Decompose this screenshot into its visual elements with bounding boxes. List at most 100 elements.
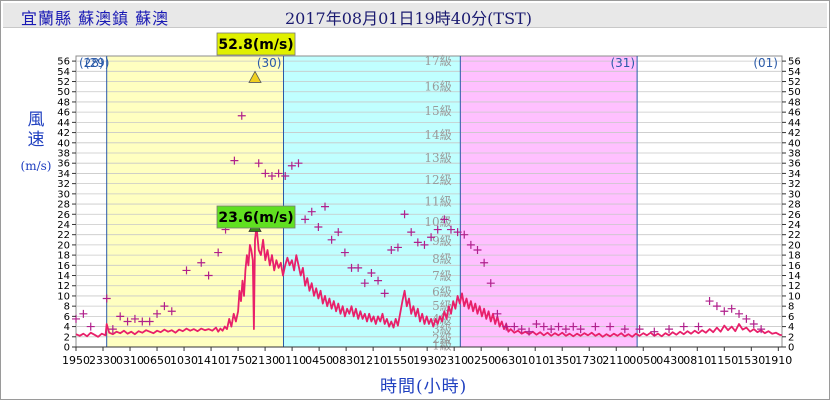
gust-point: [705, 297, 714, 306]
y-tick-label-right: 30: [788, 189, 801, 200]
gust-point: [287, 161, 296, 170]
day-band: [460, 56, 638, 347]
x-tick-label: 1350: [548, 354, 576, 367]
y-tick-label-right: 46: [788, 108, 801, 119]
y-tick-label: 26: [57, 210, 70, 221]
y-axis-right: 0246810121416182022242628303234363840424…: [782, 57, 801, 354]
day-label: (01): [753, 56, 778, 70]
gust-point: [214, 248, 223, 257]
y-tick-label: 2: [64, 332, 70, 343]
y-tick-label-right: 56: [788, 57, 801, 68]
max-gust-label: 52.8(m/s): [218, 37, 293, 53]
y-axis-left: 0246810121416182022242628303234363840424…: [57, 57, 76, 354]
x-tick-label: 0050: [629, 354, 657, 367]
x-tick-label: 2310: [440, 354, 468, 367]
x-tick-label: 1730: [575, 354, 603, 367]
gust-point: [510, 322, 519, 331]
gust-point: [539, 322, 548, 331]
x-axis: 1950 2330 0310 0650 1030 1410 1750 2130 0110 0450…: [62, 346, 792, 367]
title-bar: 宜蘭縣 蘇澳鎮 蘇澳 2017年08月01日19時40分(TST): [3, 3, 827, 28]
beaufort-label: 9級: [432, 234, 452, 248]
day-labels: (28)(29) (30) (31) (01): [79, 56, 778, 70]
gust-point: [327, 235, 336, 244]
gust-point: [606, 322, 615, 331]
gust-point: [735, 309, 744, 318]
x-tick-label: 1930: [413, 354, 441, 367]
gust-point: [167, 307, 176, 316]
x-tick-label: 0110: [278, 354, 306, 367]
gust-point: [749, 320, 758, 329]
beaufort-label: 16級: [424, 80, 451, 94]
gust-point: [321, 202, 330, 211]
day-band: [283, 56, 461, 347]
gust-point: [204, 271, 213, 280]
y-tick-label-right: 20: [788, 240, 801, 251]
max-wind-label: 23.6(m/s): [218, 210, 293, 226]
gust-point: [569, 322, 578, 331]
beaufort-label: 5級: [432, 299, 452, 313]
gust-point: [665, 325, 674, 334]
gust-point: [433, 225, 442, 234]
gust-point: [650, 327, 659, 336]
y-axis-label: 風速 (m/s): [16, 110, 56, 176]
x-tick-label: 1550: [386, 354, 414, 367]
gust-point: [413, 238, 422, 247]
y-tick-label-right: 0: [788, 343, 794, 354]
gust-point: [367, 268, 376, 277]
gust-point: [727, 304, 736, 313]
y-tick-label: 40: [57, 138, 70, 149]
gust-point: [480, 258, 489, 267]
y-tick-label-right: 26: [788, 210, 801, 221]
max-gust-marker: [248, 70, 262, 83]
y-tick-label-right: 44: [788, 118, 801, 129]
y-tick-label: 4: [64, 322, 70, 333]
gust-point: [460, 230, 469, 239]
y-tick-label-right: 10: [788, 291, 801, 302]
x-tick-label: 0650: [143, 354, 171, 367]
gust-point: [561, 325, 570, 334]
y-tick-label-right: 18: [788, 251, 801, 262]
gust-point: [79, 309, 88, 318]
wind-speed-line: [75, 225, 783, 338]
y-tick-label-right: 52: [788, 77, 801, 88]
gust-point: [354, 263, 363, 272]
y-tick-label: 32: [57, 179, 70, 190]
observation-time: 2017年08月01日19時40分(TST): [285, 9, 532, 28]
beaufort-label: 13級: [424, 151, 451, 165]
gust-point: [230, 156, 239, 165]
y-tick-label: 14: [57, 271, 70, 282]
gust-point: [620, 325, 629, 334]
y-tick-label-right: 50: [788, 87, 801, 98]
gust-point: [182, 266, 191, 275]
y-tick-label: 56: [57, 57, 70, 68]
gust-point: [440, 215, 449, 224]
gust-point: [387, 246, 396, 254]
gust-point: [237, 111, 246, 120]
y-tick-label-right: 8: [788, 302, 794, 313]
y-tick-label-right: 14: [788, 271, 801, 282]
y-tick-label-right: 12: [788, 281, 801, 292]
x-tick-label: 1030: [170, 354, 198, 367]
y-tick-label-right: 38: [788, 149, 801, 160]
gust-point: [712, 302, 721, 311]
beaufort-label: 3級: [432, 323, 452, 337]
y-tick-label: 24: [57, 220, 70, 231]
y-tick-label-right: 32: [788, 179, 801, 190]
gust-point: [400, 210, 409, 219]
y-tick-label-right: 28: [788, 200, 801, 211]
gust-point: [576, 325, 585, 334]
x-tick-label: 1210: [359, 354, 387, 367]
y-tick-label: 16: [57, 261, 70, 272]
gust-point: [108, 325, 117, 334]
x-tick-label: 1750: [224, 354, 252, 367]
gust-point: [493, 309, 502, 318]
annotations: 52.8(m/s) 23.6(m/s): [216, 32, 296, 232]
day-label: (28): [79, 56, 104, 70]
y-axis-label-text: 風速 (m/s): [16, 110, 56, 176]
y-tick-label: 36: [57, 159, 70, 170]
gust-point: [267, 171, 276, 180]
y-tick-label: 42: [57, 128, 70, 139]
gust-point: [197, 258, 206, 267]
day-bands: [75, 55, 783, 348]
